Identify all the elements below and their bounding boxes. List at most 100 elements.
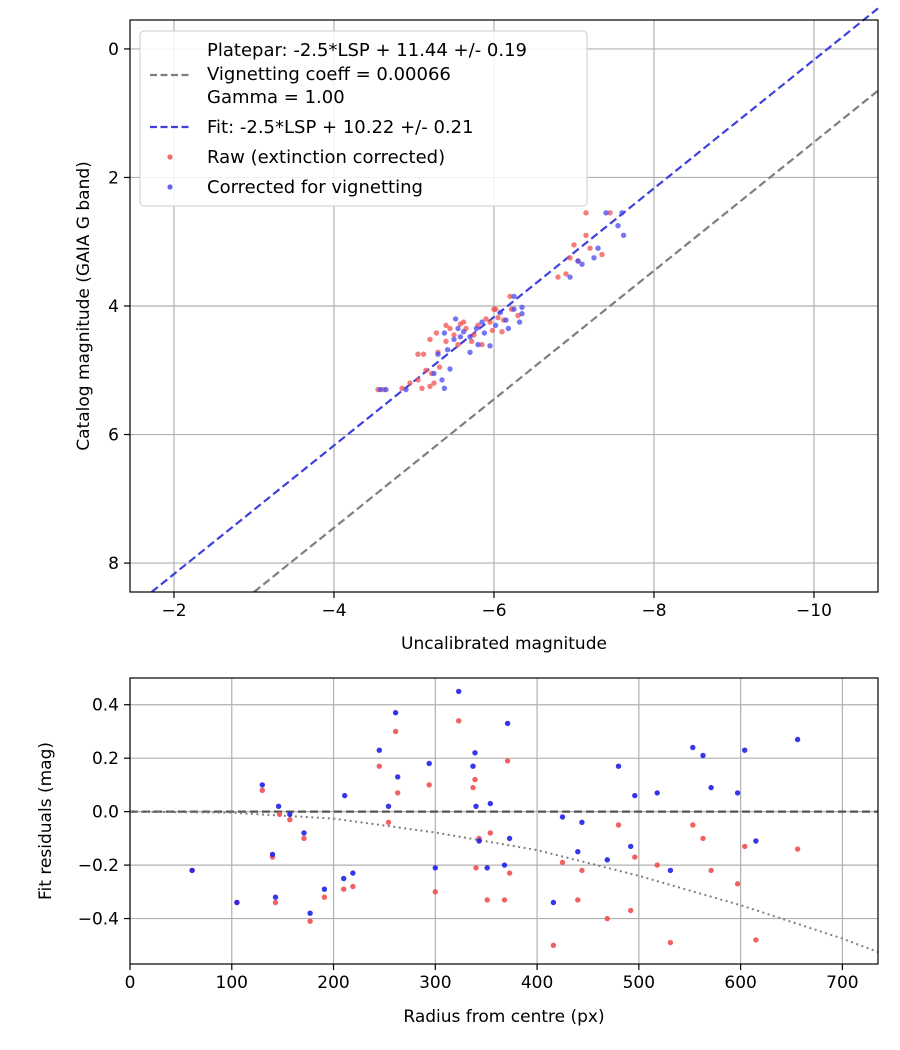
calibration-fit-lines (150, 7, 879, 593)
residuals-corrected-point (470, 763, 476, 769)
residuals-corrected-point (753, 838, 759, 844)
calibration-raw-point (415, 351, 421, 357)
calibration-corrected-point (579, 261, 585, 267)
residuals-corrected-point (708, 784, 714, 791)
residuals-corrected-point (628, 843, 634, 850)
residuals-y-tick-label: 0.4 (92, 696, 119, 716)
residuals-raw-point (472, 776, 478, 783)
calibration-corrected-point (455, 325, 461, 332)
residuals-plot: 0 100 200 300 400 500 600 700 0.4 0.2 0.0 −0.2 −0.4… (36, 677, 879, 1027)
calibration-raw-point (433, 330, 440, 336)
calibration-x-tick-label: −10 (796, 601, 832, 621)
residuals-raw-point (667, 939, 674, 946)
calibration-corrected-point (519, 304, 525, 310)
residuals-raw-point (575, 897, 581, 903)
residuals-corrected-point (690, 744, 696, 751)
residuals-corrected-point (259, 782, 265, 788)
residuals-raw-point (708, 867, 714, 874)
calibration-corrected-point (479, 319, 485, 325)
calibration-corrected-point (615, 223, 621, 229)
calibration-raw-point (487, 319, 493, 325)
calibration-corrected-point (481, 330, 488, 336)
residuals-raw-point (321, 894, 328, 900)
calibration-raw-point (499, 329, 505, 335)
legend-platepar-label: Platepar: -2.5*LSP + 11.44 +/- 0.19 (207, 40, 527, 61)
residuals-x-tick-label: 600 (724, 973, 756, 993)
calibration-corrected-point (620, 232, 627, 238)
calibration-y-tick-label: 4 (108, 297, 119, 317)
calibration-raw-point (468, 338, 475, 344)
residuals-corrected-point (301, 830, 307, 836)
residuals-raw-point (484, 897, 490, 903)
residuals-raw-point (456, 718, 462, 724)
calibration-corrected-point (619, 210, 625, 216)
calibration-corrected-point (452, 316, 459, 322)
calibration-raw-point (427, 336, 433, 343)
residuals-corrected-point (287, 811, 293, 817)
calibration-raw-point (451, 332, 457, 338)
residuals-corrected-point (307, 910, 313, 916)
calibration-y-ticks: 0 2 4 6 8 (108, 40, 130, 574)
calibration-corrected-point (492, 322, 499, 328)
calibration-corrected-point (439, 377, 445, 383)
residuals-raw-point (385, 819, 392, 825)
residuals-corrected-point (794, 736, 801, 743)
calibration-corrected-point (460, 329, 467, 335)
calibration-raw-point (443, 338, 449, 344)
residuals-raw-point (654, 862, 660, 868)
calibration-corrected-point (497, 309, 504, 316)
calibration-x-tick-label: −8 (641, 601, 666, 621)
legend-fit-label: Fit: -2.5*LSP + 10.22 +/- 0.21 (207, 117, 474, 138)
legend-raw-label: Raw (extinction corrected) (207, 147, 445, 168)
calibration-raw-point (479, 341, 485, 348)
calibration-raw-point (423, 367, 429, 373)
residuals-corrected-point (506, 835, 513, 842)
residuals-raw-point (742, 843, 748, 850)
calibration-corrected-point (377, 386, 384, 393)
calibration-raw-point (447, 325, 453, 332)
legend-box (139, 30, 588, 207)
calibration-corrected-point (467, 334, 473, 340)
residuals-corrected-point (269, 851, 276, 858)
calibration-raw-point (567, 255, 573, 261)
residuals-corrected-point (392, 710, 399, 716)
residuals-raw-point (350, 883, 356, 890)
residuals-corrected-point (456, 688, 462, 695)
residuals-raw-point (579, 867, 585, 874)
residuals-x-tick-label: 700 (826, 973, 858, 993)
legend-gamma-label: Gamma = 1.00 (207, 87, 345, 108)
residuals-corrected-point (385, 803, 392, 809)
residuals-raw-point (341, 886, 347, 892)
residuals-y-tick-label: 0.0 (92, 803, 119, 823)
calibration-raw-point (427, 383, 433, 389)
residuals-raw-point (272, 899, 279, 906)
residuals-y-tick-label: −0.4 (78, 910, 119, 930)
calibration-raw-point (555, 274, 561, 280)
residuals-raw-point (307, 918, 313, 924)
residuals-corrected-point (550, 899, 557, 906)
legend-corrected-swatch (167, 184, 173, 190)
calibration-corrected-point (475, 341, 481, 348)
residuals-raw-point (632, 854, 638, 860)
residuals-y-axis-label: Fit residuals (mag) (36, 742, 56, 900)
calibration-corrected-point (451, 336, 457, 343)
residuals-corrected-point (432, 865, 438, 871)
residuals-axes-frame (129, 677, 879, 965)
calibration-raw-point (599, 251, 605, 258)
residuals-x-tick-label: 100 (216, 973, 248, 993)
residuals-corrected-point (615, 763, 622, 769)
residuals-raw-point (487, 830, 493, 836)
residuals-y-tick-label: 0.2 (92, 749, 119, 769)
calibration-corrected-point (487, 343, 493, 349)
calibration-raw-point (420, 351, 427, 357)
residuals-x-tick-label: 500 (623, 973, 655, 993)
calibration-raw-point (507, 293, 513, 300)
calibration-raw-point (415, 377, 421, 383)
legend-raw-swatch (167, 154, 173, 160)
residuals-raw-point (392, 728, 399, 735)
legend: Platepar: -2.5*LSP + 11.44 +/- 0.19 Vign… (139, 30, 588, 207)
calibration-x-tick-label: −6 (481, 601, 506, 621)
calibration-corrected-point (516, 319, 523, 325)
calibration-raw-point (436, 364, 443, 370)
